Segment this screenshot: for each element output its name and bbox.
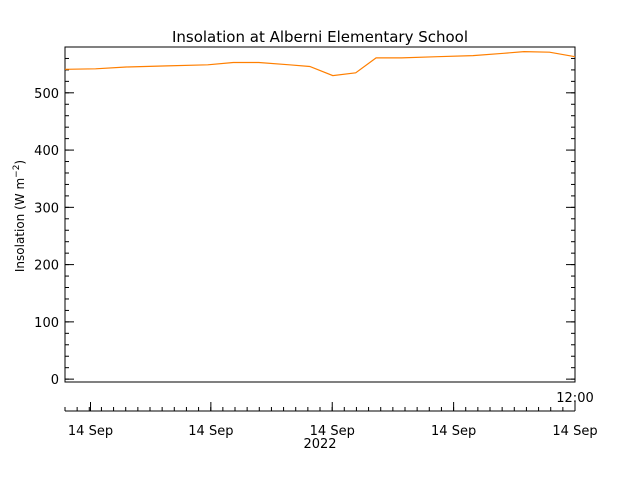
y-tick-label: 300 (34, 201, 59, 216)
x-tick-label: 14 Sep (68, 424, 113, 439)
plot-area (64, 46, 576, 383)
chart-title: Insolation at Alberni Elementary School (172, 28, 468, 46)
plot-border (64, 46, 576, 383)
x-tick-label: 14 Sep (188, 424, 233, 439)
y-tick-label: 200 (34, 259, 59, 274)
series-layer (64, 50, 576, 77)
y-axis-left: 0 100 200 300 400 500 (34, 57, 74, 388)
y-tick-label: 500 (34, 87, 59, 102)
y-tick-label: 0 (51, 373, 59, 388)
y-axis-label: Insolation (W m−2) (12, 160, 27, 272)
y-axis-right (566, 57, 575, 380)
x-tick-label: 14 Sep (431, 424, 476, 439)
y-tick-label: 100 (34, 316, 59, 331)
y-tick-label: 400 (34, 144, 59, 159)
series-line-insolation (64, 50, 576, 77)
x-tick-label: 14 Sep (310, 424, 355, 439)
x-year-label: 2022 (303, 437, 336, 452)
x-tick-label: 14 Sep (552, 424, 597, 439)
x-time-label: 12:00 (556, 391, 593, 406)
x-axis: 14 Sep 14 Sep 14 Sep 14 Sep 14 Sep 12:00 2022 (64, 391, 598, 452)
